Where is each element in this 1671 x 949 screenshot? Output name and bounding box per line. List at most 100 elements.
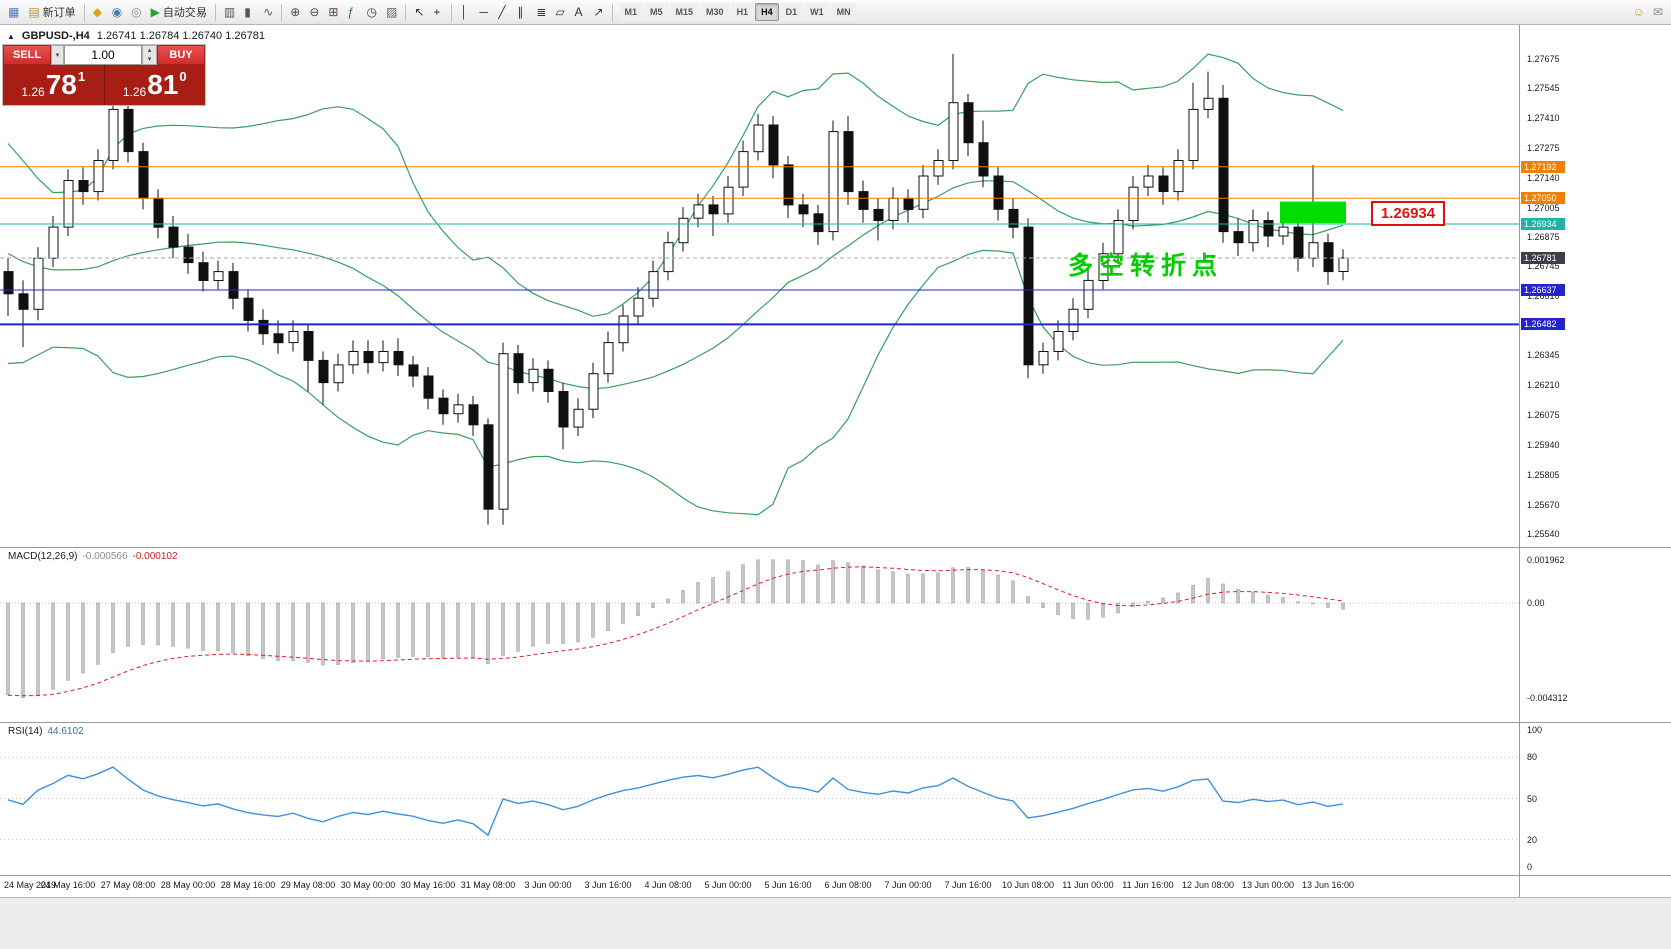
line-chart-type-button[interactable]: ∿ <box>259 2 277 22</box>
price-tick: 1.25940 <box>1527 440 1560 450</box>
candlestick-type-button[interactable]: ▮ <box>240 2 258 22</box>
price-tag-1.26482: 1.26482 <box>1521 318 1565 330</box>
crosshair-icon: + <box>433 5 441 19</box>
community-button[interactable]: ☺ <box>1629 2 1649 22</box>
stepper-up-icon[interactable]: ▴ <box>147 46 152 54</box>
macd-value-signal: -0.000102 <box>132 551 178 562</box>
chart-symbol-label: GBPUSD-,H4 <box>21 30 90 42</box>
data-window-button[interactable]: ◎ <box>127 2 145 22</box>
channel-icon: ∥ <box>517 5 524 19</box>
time-label: 28 May 00:00 <box>160 880 216 890</box>
chart-annotation-text[interactable]: 多空转折点 <box>1068 252 1224 280</box>
time-label: 4 Jun 08:00 <box>644 880 692 890</box>
timeframe-h1-button[interactable]: H1 <box>730 3 755 21</box>
time-label: 7 Jun 00:00 <box>884 880 932 890</box>
crosshair-tool-button[interactable]: + <box>429 2 447 22</box>
chevron-down-icon: ▾ <box>55 52 60 59</box>
bollinger-upper-line <box>7 53 1344 317</box>
buy-price-small: 1.26 <box>122 85 147 99</box>
fibonacci-tool-button[interactable]: ≣ <box>532 2 550 22</box>
price-tick: 1.27005 <box>1527 203 1560 213</box>
trendline-tool-button[interactable]: ╱ <box>494 2 512 22</box>
arrow-icon: ↗ <box>593 5 604 19</box>
timeframe-m30-button[interactable]: M30 <box>700 3 730 21</box>
vertical-line-tool-button[interactable]: │ <box>456 2 474 22</box>
time-axis[interactable]: 24 May 2019 24 May 16:00 27 May 08:00 28 Ma… <box>0 875 1671 897</box>
buy-price-big: 81 <box>147 69 179 100</box>
time-label: 11 Jun 00:00 <box>1062 880 1114 890</box>
price-callout[interactable]: 1.26934 <box>1371 201 1445 226</box>
sell-price-display[interactable]: 1.26 78 1 <box>3 65 105 105</box>
zoom-out-icon: ⊖ <box>309 5 320 19</box>
periods-button[interactable]: ◷ <box>362 2 380 22</box>
price-tick: 1.27675 <box>1527 54 1560 64</box>
price-tick: 1.26610 <box>1527 291 1560 301</box>
price-axis[interactable]: 1.27675 1.27545 1.27410 1.27275 1.27140 1.270… <box>1519 25 1671 897</box>
messages-button[interactable]: ✉ <box>1649 2 1667 22</box>
autotrading-button[interactable]: ▶ 自动交易 <box>147 2 211 22</box>
macd-panel-canvas[interactable] <box>0 547 1519 722</box>
shapes-icon: ▱ <box>555 5 565 19</box>
macd-tick: 0.001962 <box>1527 555 1565 565</box>
new-order-button[interactable]: ▤ 新订单 <box>24 2 79 22</box>
tile-windows-button[interactable]: ⊞ <box>324 2 342 22</box>
indicators-button[interactable]: ƒ <box>343 2 361 22</box>
zoom-in-button[interactable]: ⊕ <box>286 2 304 22</box>
new-order-icon: ▤ <box>28 5 40 19</box>
highlight-rectangle[interactable] <box>1280 201 1346 224</box>
volume-dropdown-button[interactable]: ▾ <box>51 45 64 65</box>
panel-divider[interactable] <box>0 547 1671 548</box>
timeframe-mn-button[interactable]: MN <box>830 3 857 21</box>
sell-price-sup: 1 <box>77 69 86 84</box>
chart-title-overlay: ▲ GBPUSD-,H4 1.26741 1.26784 1.26740 1.2… <box>7 30 265 42</box>
timeframe-w1-button[interactable]: W1 <box>804 3 830 21</box>
price-chart-canvas[interactable] <box>0 25 1519 547</box>
time-label: 6 Jun 08:00 <box>824 880 872 890</box>
arrows-tool-button[interactable]: ↗ <box>589 2 607 22</box>
new-chart-button[interactable]: ▦ <box>4 2 23 22</box>
sell-button[interactable]: SELL <box>3 45 51 65</box>
chart-window: ▲ GBPUSD-,H4 1.26741 1.26784 1.26740 1.2… <box>0 25 1671 897</box>
macd-tick: -0.004312 <box>1527 693 1568 703</box>
bar-chart-type-button[interactable]: ▥ <box>220 2 239 22</box>
timeframe-m1-button[interactable]: M1 <box>618 3 644 21</box>
time-label: 3 Jun 16:00 <box>584 880 632 890</box>
volume-input[interactable] <box>64 45 142 65</box>
cursor-tool-button[interactable]: ↖ <box>410 2 428 22</box>
price-tick: 1.26075 <box>1527 410 1560 420</box>
time-label: 30 May 16:00 <box>400 880 456 890</box>
candlestick-chart-icon: ▮ <box>244 5 251 19</box>
shapes-tool-button[interactable]: ▱ <box>551 2 569 22</box>
timeframe-h4-button[interactable]: H4 <box>755 3 779 21</box>
rsi-tick: 50 <box>1527 794 1538 804</box>
time-label: 7 Jun 16:00 <box>944 880 992 890</box>
rsi-value: 44.6102 <box>47 726 84 737</box>
price-tick: 1.26345 <box>1527 350 1560 360</box>
buy-button[interactable]: BUY <box>157 45 205 65</box>
price-tag-1.27050: 1.27050 <box>1521 192 1565 204</box>
toolbar-separator <box>281 3 283 21</box>
timeframe-d1-button[interactable]: D1 <box>779 3 804 21</box>
horizontal-line-tool-button[interactable]: ─ <box>475 2 493 22</box>
text-tool-button[interactable]: A <box>570 2 588 22</box>
market-watch-button[interactable]: ◉ <box>108 2 126 22</box>
volume-stepper[interactable]: ▴ ▾ <box>142 45 157 65</box>
sell-price-small: 1.26 <box>21 85 45 99</box>
timeframe-m5-button[interactable]: M5 <box>644 3 669 21</box>
toolbar-separator <box>83 3 85 21</box>
window-bottom-strip <box>0 897 1671 949</box>
stepper-down-icon[interactable]: ▾ <box>147 56 152 63</box>
channel-tool-button[interactable]: ∥ <box>513 2 531 22</box>
templates-button[interactable]: ▨ <box>382 2 401 22</box>
panel-divider <box>0 875 1671 876</box>
zoom-out-button[interactable]: ⊖ <box>305 2 323 22</box>
timeframe-m15-button[interactable]: M15 <box>669 3 700 21</box>
price-tick: 1.25670 <box>1527 500 1560 510</box>
rsi-tick: 80 <box>1527 752 1538 762</box>
rsi-panel-canvas[interactable] <box>0 722 1519 875</box>
chart-profiles-button[interactable]: ◆ <box>89 2 107 22</box>
toolbar: ▦ ▤ 新订单 ◆ ◉ ◎ ▶ 自动交易 ▥ ▮ ∿ ⊕ ⊖ ⊞ ƒ ◷ ▨ ↖ + │ ─ ╱ ∥ ≣ ▱ A ↗ M1 M5 M15 M… <box>0 0 1671 25</box>
buy-price-display[interactable]: 1.26 81 0 <box>105 65 206 105</box>
rsi-tick: 20 <box>1527 835 1538 845</box>
panel-divider[interactable] <box>0 722 1671 723</box>
